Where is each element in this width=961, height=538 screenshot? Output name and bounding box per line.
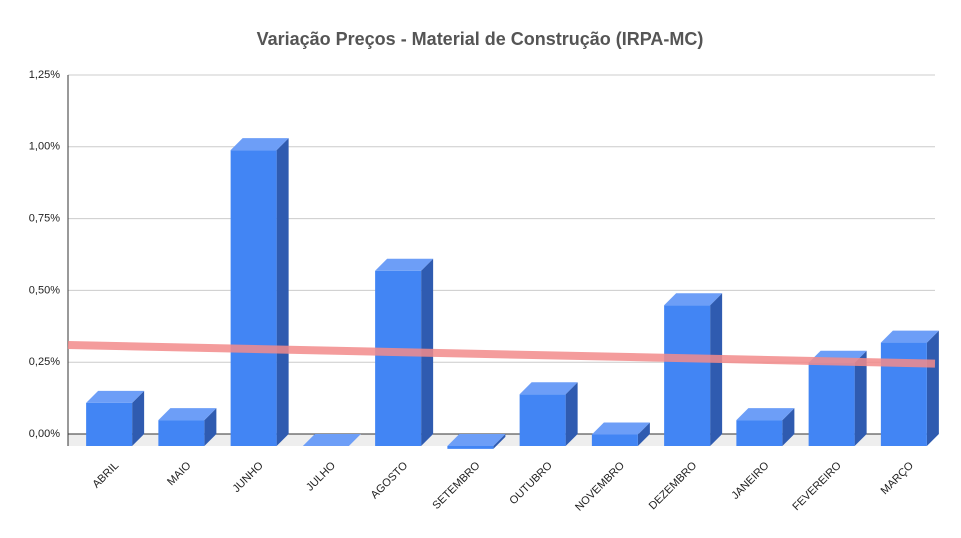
- y-tick-label: 0,75%: [29, 213, 60, 225]
- bar: [230, 138, 289, 446]
- bar: [375, 258, 434, 446]
- bar-front: [591, 434, 638, 446]
- bar-side: [276, 138, 289, 446]
- bar-side: [204, 408, 217, 446]
- bar-top: [519, 382, 578, 395]
- bar-front: [230, 150, 277, 446]
- bar: [302, 434, 361, 446]
- y-tick-label: 0,50%: [29, 284, 60, 296]
- bar-front: [158, 420, 205, 446]
- bar-side: [926, 330, 939, 446]
- bar-top: [86, 390, 145, 403]
- bar: [880, 330, 939, 446]
- bar-side: [493, 434, 506, 449]
- bar: [86, 390, 145, 446]
- bar: [736, 408, 795, 446]
- y-tick-label: 1,00%: [29, 141, 60, 153]
- bar-side: [132, 390, 145, 446]
- bar: [447, 434, 506, 449]
- bar-top: [591, 422, 650, 435]
- bar-front: [736, 420, 783, 446]
- bar-side: [854, 350, 867, 446]
- bar-side: [637, 422, 650, 446]
- bar: [664, 293, 723, 446]
- bar-top: [880, 330, 939, 343]
- bar-top: [447, 434, 506, 446]
- bar: [808, 350, 867, 446]
- bar-top: [158, 408, 217, 421]
- bar-front: [86, 402, 133, 446]
- bar-front: [519, 394, 566, 446]
- bar-top: [375, 258, 434, 271]
- bar-top: [664, 293, 723, 306]
- bar-side: [710, 293, 723, 446]
- bar-front: [808, 362, 855, 446]
- y-tick-label: 0,00%: [29, 428, 60, 440]
- bar-top: [736, 408, 795, 421]
- bar-front: [375, 270, 422, 446]
- bar-front: [447, 446, 494, 449]
- bar-side: [782, 408, 795, 446]
- bar-top: [302, 434, 361, 446]
- bar-side: [565, 382, 578, 446]
- y-tick-label: 1,25%: [29, 69, 60, 81]
- bar-front: [664, 305, 711, 446]
- bar-top: [230, 138, 289, 151]
- bar: [519, 382, 578, 446]
- trendline: [67, 341, 936, 368]
- bar: [591, 422, 650, 446]
- bar: [158, 408, 217, 446]
- chart-title: Variação Preços - Material de Construção…: [257, 29, 704, 49]
- y-tick-label: 0,25%: [29, 356, 60, 368]
- bar-front: [880, 342, 927, 446]
